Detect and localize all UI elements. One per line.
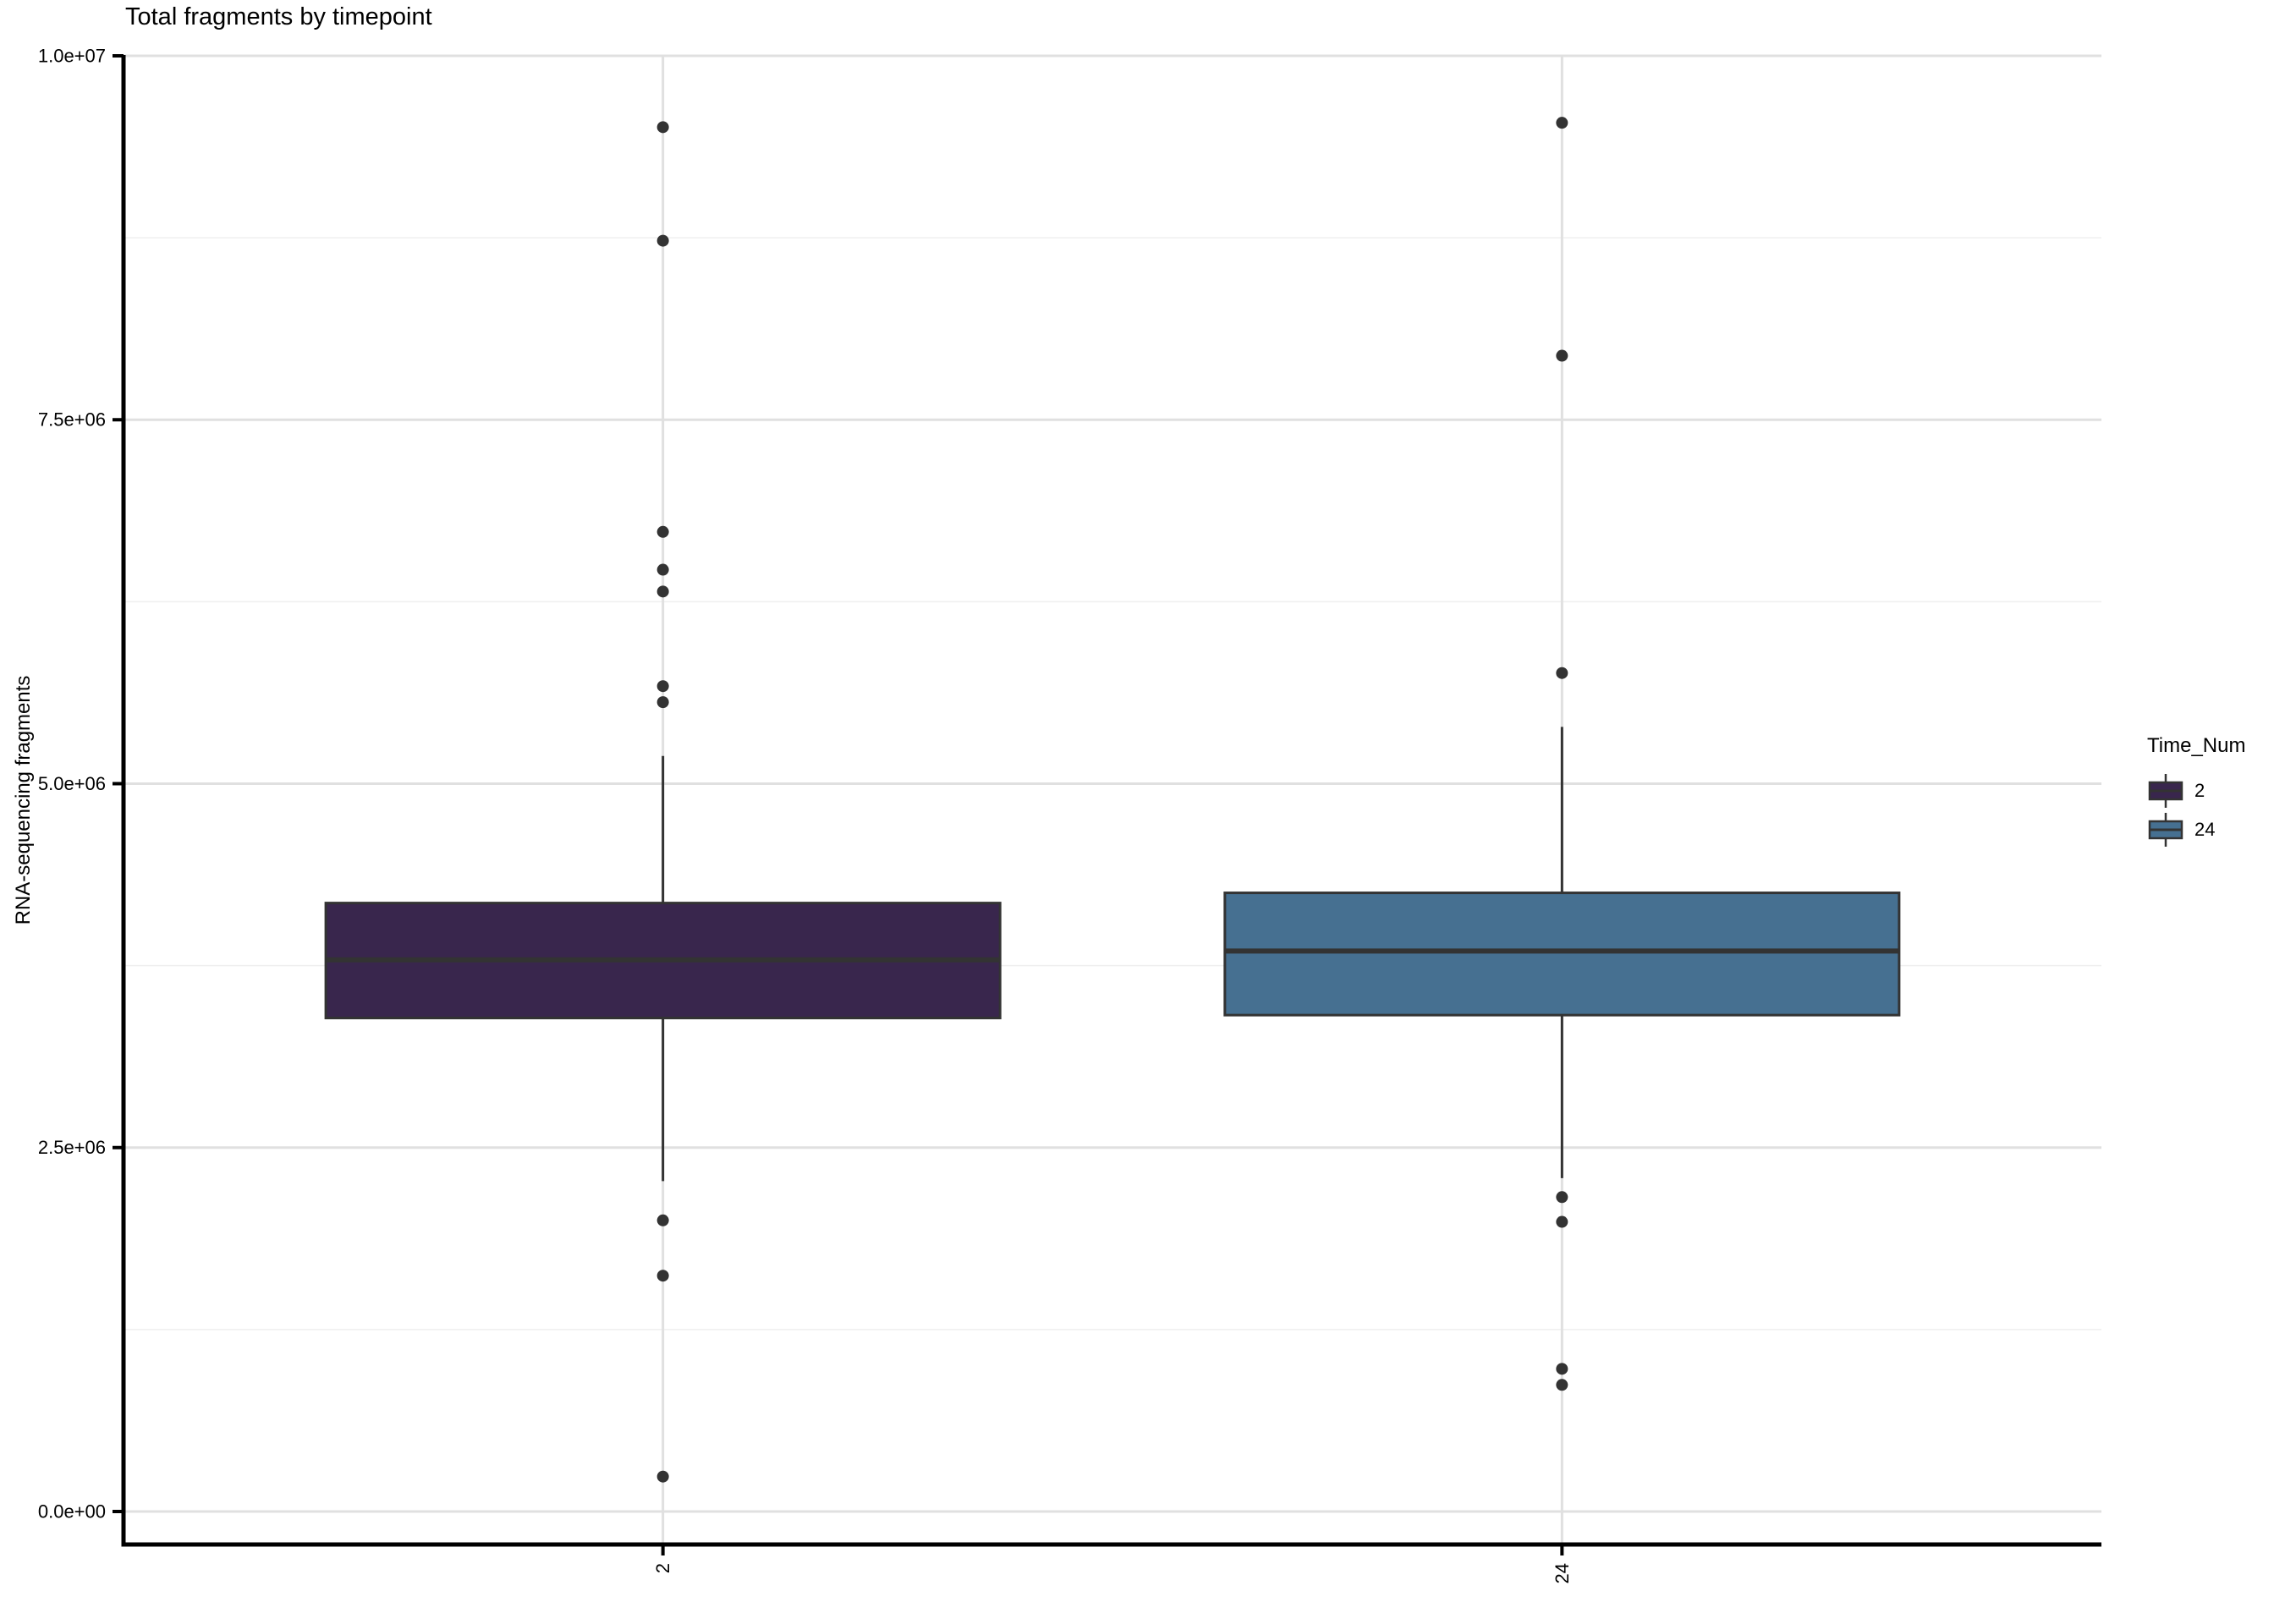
legend-item-24: 24 bbox=[2147, 810, 2245, 849]
outlier-point bbox=[1556, 117, 1568, 129]
outlier-point bbox=[1556, 1363, 1568, 1375]
y-tick-label: 2.5e+06 bbox=[38, 1137, 106, 1158]
outlier-point bbox=[656, 1270, 669, 1282]
outlier-point bbox=[656, 525, 669, 538]
outlier-point bbox=[656, 696, 669, 709]
legend-item-2: 2 bbox=[2147, 771, 2245, 810]
outlier-point bbox=[656, 1470, 669, 1483]
outlier-point bbox=[1556, 667, 1568, 679]
outlier-point bbox=[656, 1214, 669, 1226]
legend-key-boxplot-icon bbox=[2148, 813, 2183, 847]
outlier-point bbox=[656, 585, 669, 598]
legend-title: Time_Num bbox=[2147, 734, 2246, 757]
legend-key-boxplot-icon bbox=[2148, 774, 2183, 808]
y-tick-label: 7.5e+06 bbox=[38, 409, 106, 431]
legend-items: 2 24 bbox=[2147, 771, 2245, 849]
outlier-point bbox=[656, 121, 669, 134]
y-tick-label: 0.0e+00 bbox=[38, 1501, 106, 1522]
legend-item-label: 24 bbox=[2194, 819, 2216, 840]
x-tick-label-group: 2 bbox=[652, 1563, 673, 1573]
boxplot-group-24 bbox=[1223, 117, 1901, 1391]
x-tick-label-group: 24 bbox=[1552, 1563, 1573, 1583]
outlier-point bbox=[1556, 1215, 1568, 1228]
x-tick-label: 2 bbox=[652, 1563, 673, 1573]
y-tick-label: 1.0e+07 bbox=[38, 45, 106, 66]
outlier-point bbox=[1556, 349, 1568, 362]
outlier-point bbox=[656, 234, 669, 247]
box bbox=[1223, 892, 1901, 1017]
y-axis-title: RNA-sequencing fragments bbox=[12, 675, 35, 925]
outlier-point bbox=[1556, 1191, 1568, 1204]
chart-title: Total fragments by timepoint bbox=[125, 3, 432, 30]
legend: Time_Num 2 24 bbox=[2147, 734, 2245, 849]
outlier-point bbox=[1556, 1379, 1568, 1391]
outlier-point bbox=[656, 680, 669, 693]
boxplot-group-2 bbox=[324, 121, 1002, 1483]
legend-item-label: 2 bbox=[2194, 780, 2205, 801]
y-tick-label: 5.0e+06 bbox=[38, 773, 106, 794]
x-tick-label: 24 bbox=[1552, 1563, 1573, 1583]
outlier-point bbox=[656, 563, 669, 576]
